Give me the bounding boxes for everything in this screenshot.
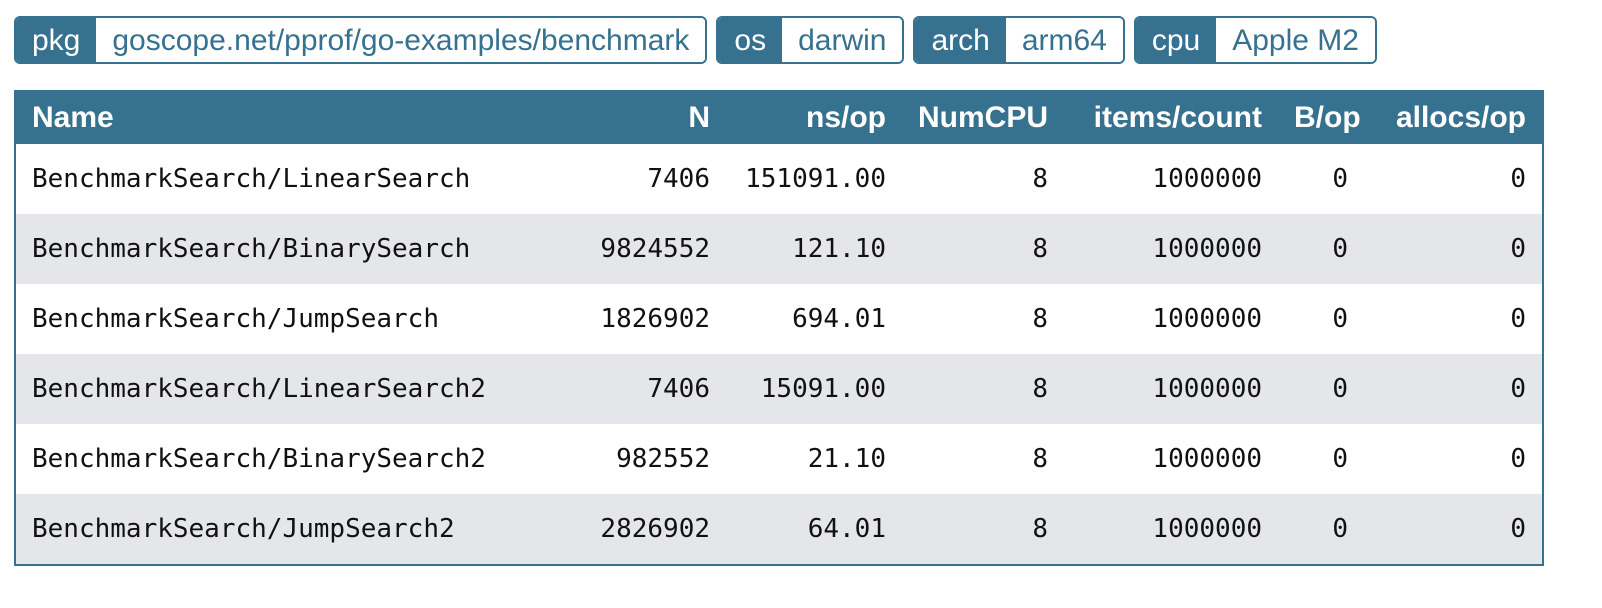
table-row: BenchmarkSearch/LinearSearch2 7406 15091… xyxy=(16,354,1542,424)
cell-allocs-op: 0 xyxy=(1364,214,1542,284)
tag-bar: pkg goscope.net/pprof/go-examples/benchm… xyxy=(14,16,1377,64)
cell-ns-op: 21.10 xyxy=(726,424,902,494)
cell-allocs-op: 0 xyxy=(1364,424,1542,494)
cell-n: 982552 xyxy=(576,424,726,494)
tag-key-arch: arch xyxy=(915,18,1006,62)
tag-key-os: os xyxy=(718,18,783,62)
header-ns-op: ns/op xyxy=(726,92,902,144)
cell-ns-op: 151091.00 xyxy=(726,144,902,214)
cell-n: 7406 xyxy=(576,354,726,424)
cell-numcpu: 8 xyxy=(902,144,1064,214)
cell-b-op: 0 xyxy=(1278,214,1364,284)
cell-items-count: 1000000 xyxy=(1064,424,1278,494)
header-b-op: B/op xyxy=(1278,92,1364,144)
benchmark-table-container: Name N ns/op NumCPU items/count B/op all… xyxy=(14,90,1544,566)
cell-name: BenchmarkSearch/LinearSearch xyxy=(16,144,576,214)
cell-name: BenchmarkSearch/JumpSearch xyxy=(16,284,576,354)
table-row: BenchmarkSearch/BinarySearch 9824552 121… xyxy=(16,214,1542,284)
tag-key-cpu: cpu xyxy=(1135,18,1217,62)
tag-os: os darwin xyxy=(716,16,905,64)
header-numcpu: NumCPU xyxy=(902,92,1064,144)
cell-name: BenchmarkSearch/BinarySearch2 xyxy=(16,424,576,494)
cell-n: 7406 xyxy=(576,144,726,214)
cell-numcpu: 8 xyxy=(902,424,1064,494)
table-body: BenchmarkSearch/LinearSearch 7406 151091… xyxy=(16,144,1542,564)
header-items-count: items/count xyxy=(1064,92,1278,144)
cell-b-op: 0 xyxy=(1278,424,1364,494)
cell-allocs-op: 0 xyxy=(1364,354,1542,424)
cell-b-op: 0 xyxy=(1278,494,1364,564)
cell-numcpu: 8 xyxy=(902,284,1064,354)
cell-n: 2826902 xyxy=(576,494,726,564)
cell-n: 9824552 xyxy=(576,214,726,284)
cell-b-op: 0 xyxy=(1278,144,1364,214)
cell-allocs-op: 0 xyxy=(1364,284,1542,354)
cell-items-count: 1000000 xyxy=(1064,354,1278,424)
cell-items-count: 1000000 xyxy=(1064,494,1278,564)
header-name: Name xyxy=(16,92,576,144)
cell-name: BenchmarkSearch/JumpSearch2 xyxy=(16,494,576,564)
tag-value-os: darwin xyxy=(782,18,903,62)
benchmark-table: Name N ns/op NumCPU items/count B/op all… xyxy=(16,92,1542,564)
tag-pkg: pkg goscope.net/pprof/go-examples/benchm… xyxy=(14,16,708,64)
cell-b-op: 0 xyxy=(1278,354,1364,424)
tag-arch: arch arm64 xyxy=(913,16,1125,64)
cell-numcpu: 8 xyxy=(902,494,1064,564)
table-row: BenchmarkSearch/JumpSearch 1826902 694.0… xyxy=(16,284,1542,354)
cell-n: 1826902 xyxy=(576,284,726,354)
header-allocs-op: allocs/op xyxy=(1364,92,1542,144)
cell-ns-op: 64.01 xyxy=(726,494,902,564)
cell-items-count: 1000000 xyxy=(1064,144,1278,214)
cell-name: BenchmarkSearch/BinarySearch xyxy=(16,214,576,284)
tag-value-pkg: goscope.net/pprof/go-examples/benchmark xyxy=(96,18,706,62)
cell-b-op: 0 xyxy=(1278,284,1364,354)
cell-ns-op: 15091.00 xyxy=(726,354,902,424)
cell-ns-op: 121.10 xyxy=(726,214,902,284)
cell-items-count: 1000000 xyxy=(1064,284,1278,354)
cell-ns-op: 694.01 xyxy=(726,284,902,354)
tag-cpu: cpu Apple M2 xyxy=(1133,16,1377,64)
cell-numcpu: 8 xyxy=(902,354,1064,424)
header-n: N xyxy=(576,92,726,144)
cell-allocs-op: 0 xyxy=(1364,144,1542,214)
table-row: BenchmarkSearch/JumpSearch2 2826902 64.0… xyxy=(16,494,1542,564)
header-row: Name N ns/op NumCPU items/count B/op all… xyxy=(16,92,1542,144)
cell-items-count: 1000000 xyxy=(1064,214,1278,284)
tag-value-arch: arm64 xyxy=(1005,18,1123,62)
table-row: BenchmarkSearch/LinearSearch 7406 151091… xyxy=(16,144,1542,214)
table-header: Name N ns/op NumCPU items/count B/op all… xyxy=(16,92,1542,144)
table-row: BenchmarkSearch/BinarySearch2 982552 21.… xyxy=(16,424,1542,494)
tag-key-pkg: pkg xyxy=(16,18,97,62)
cell-numcpu: 8 xyxy=(902,214,1064,284)
cell-allocs-op: 0 xyxy=(1364,494,1542,564)
cell-name: BenchmarkSearch/LinearSearch2 xyxy=(16,354,576,424)
tag-value-cpu: Apple M2 xyxy=(1216,18,1375,62)
